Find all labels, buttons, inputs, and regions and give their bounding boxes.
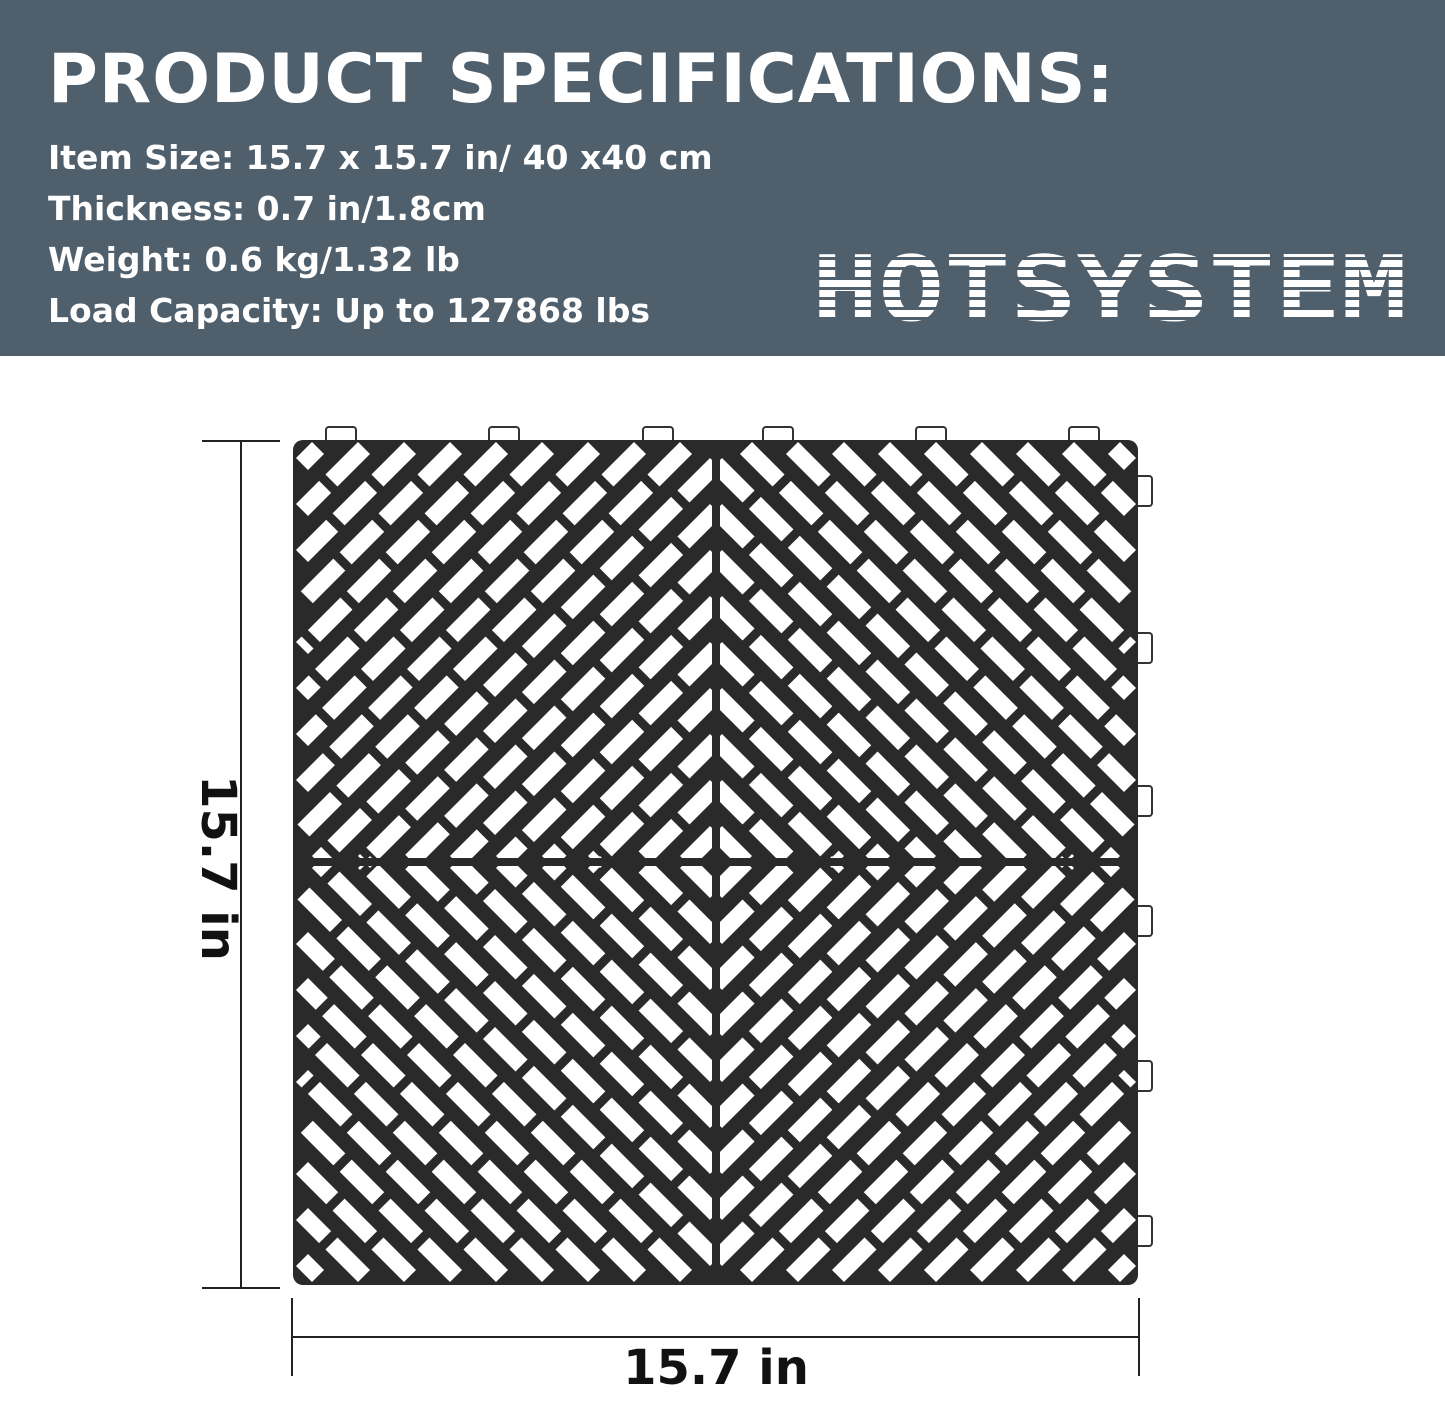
width-dimension-line	[291, 1298, 1140, 1376]
slot-row	[785, 441, 1137, 793]
slot-row	[295, 441, 693, 839]
slot-row	[709, 457, 1121, 869]
slot-row	[877, 441, 1137, 701]
slot-row	[877, 1023, 1137, 1283]
slot-row	[1061, 1207, 1137, 1283]
slot-row	[709, 855, 1029, 1175]
slot-row	[295, 1115, 463, 1283]
slot-row	[403, 549, 723, 869]
slot-row	[295, 441, 371, 517]
spec-weight: Weight: 0.6 kg/1.32 lb	[48, 240, 460, 279]
slot-row	[633, 779, 723, 869]
slot-row	[709, 733, 845, 869]
slot-row	[831, 441, 1137, 747]
slot-row	[709, 855, 845, 991]
slot-row	[739, 885, 1137, 1283]
slot-row	[785, 931, 1137, 1283]
height-label: 15.7 in	[190, 775, 246, 961]
slot-row	[295, 1253, 325, 1283]
slot-row	[295, 441, 555, 701]
height-dimension-line	[202, 440, 280, 1289]
brand-logo: HOTSYSTEM	[812, 250, 1407, 325]
slot-row	[709, 855, 891, 1037]
slot-row	[831, 977, 1137, 1283]
slot-row	[311, 855, 723, 1267]
slot-row	[587, 733, 723, 869]
slot-row	[709, 687, 891, 869]
slot-row	[709, 855, 1075, 1221]
slot-row	[295, 977, 601, 1283]
slot-row	[295, 441, 647, 793]
slot-row	[709, 503, 1075, 869]
slot-row	[449, 595, 723, 869]
slot-row	[1015, 1161, 1137, 1283]
slot-row	[709, 855, 983, 1129]
slot-row	[295, 1023, 555, 1283]
slot-row	[295, 1207, 371, 1283]
slot-row	[1015, 441, 1137, 563]
slot-row	[923, 1069, 1137, 1283]
slot-row	[709, 595, 983, 869]
slot-row	[587, 855, 723, 991]
slot-row	[295, 441, 463, 609]
slot-row	[295, 1069, 509, 1283]
slot-row	[969, 441, 1137, 609]
width-label: 15.7 in	[623, 1340, 809, 1396]
slot-row	[449, 855, 723, 1129]
slot-row	[709, 779, 799, 869]
slot-row	[1107, 1253, 1137, 1283]
slot-row	[739, 441, 1137, 839]
slot-row	[295, 441, 601, 747]
slot-row	[495, 855, 723, 1083]
slot-row	[357, 503, 723, 869]
slot-row	[709, 855, 799, 945]
slot-row	[709, 855, 1121, 1267]
slot-row	[541, 855, 723, 1037]
slot-row	[1061, 441, 1137, 517]
slot-row	[295, 1161, 417, 1283]
slot-row	[295, 885, 693, 1283]
slot-row	[311, 457, 723, 869]
slot-row	[709, 855, 937, 1083]
slot-row	[295, 441, 325, 471]
spec-thickness: Thickness: 0.7 in/1.8cm	[48, 189, 486, 228]
brand-logo-text: HOTSYSTEM	[812, 250, 1407, 325]
slot-row	[295, 441, 509, 655]
page-title: PRODUCT SPECIFICATIONS:	[48, 40, 1115, 119]
spec-load-capacity: Load Capacity: Up to 127868 lbs	[48, 291, 650, 330]
drain-slots	[295, 441, 1137, 1283]
slot-row	[495, 641, 723, 869]
slot-row	[1107, 441, 1137, 471]
slot-row	[923, 441, 1137, 655]
slot-row	[357, 855, 723, 1221]
slot-row	[295, 931, 647, 1283]
slot-row	[709, 641, 937, 869]
slot-row	[633, 855, 723, 945]
slot-row	[969, 1115, 1137, 1283]
slot-row	[541, 687, 723, 869]
spec-item-size: Item Size: 15.7 x 15.7 in/ 40 x40 cm	[48, 138, 713, 177]
spec-banner: PRODUCT SPECIFICATIONS: Item Size: 15.7 …	[0, 0, 1445, 356]
slot-row	[295, 441, 417, 563]
slot-row	[679, 825, 723, 869]
slot-row	[403, 855, 723, 1175]
slot-row	[709, 549, 1029, 869]
